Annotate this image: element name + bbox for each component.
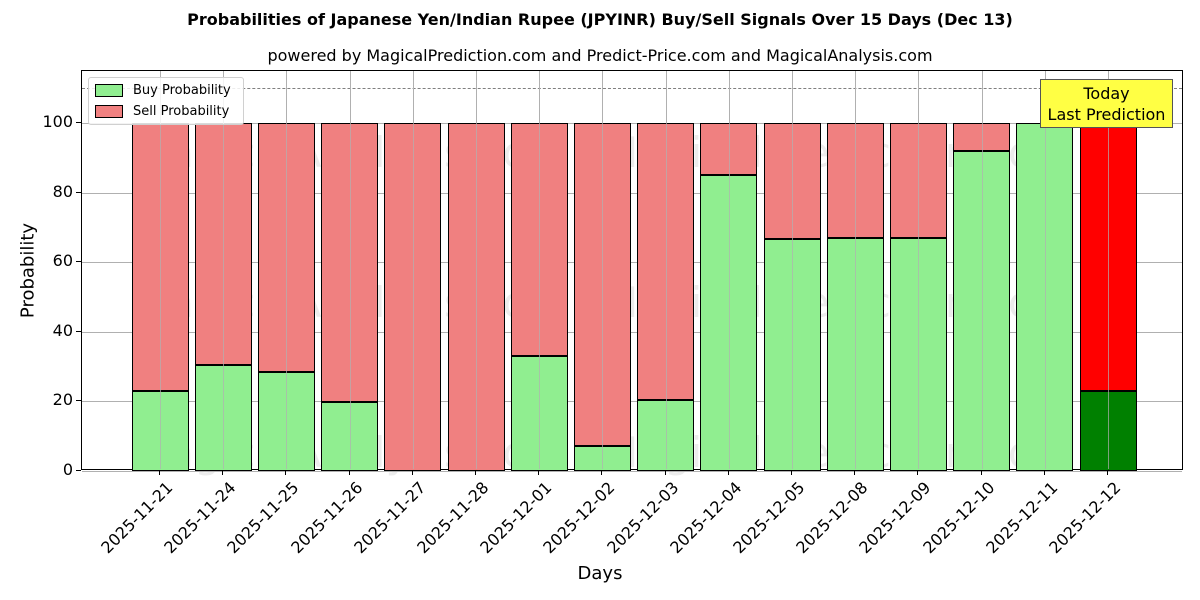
x-tick-mark <box>411 470 413 475</box>
x-tick-mark <box>664 470 666 475</box>
gridline-vertical <box>728 71 730 469</box>
x-tick-mark <box>980 470 982 475</box>
sell-swatch-icon <box>95 104 123 118</box>
y-tick-mark <box>76 330 81 332</box>
gridline-horizontal <box>82 331 1182 333</box>
gridline-horizontal <box>82 401 1182 403</box>
x-tick-mark <box>854 470 856 475</box>
legend: Buy Probability Sell Probability <box>88 77 244 125</box>
gridline-vertical <box>223 71 225 469</box>
gridline-vertical <box>665 71 667 469</box>
y-tick-label: 20 <box>52 390 73 410</box>
gridline-horizontal <box>82 123 1182 125</box>
today-annotation: Today Last Prediction <box>1040 79 1173 128</box>
gridline-vertical <box>1108 71 1109 469</box>
gridline-vertical <box>476 71 477 469</box>
gridline-horizontal <box>82 262 1182 264</box>
gridline-vertical <box>349 71 351 469</box>
legend-item-sell: Sell Probability <box>95 103 229 119</box>
gridline-vertical <box>602 71 604 469</box>
x-tick-mark <box>285 470 287 475</box>
gridline-vertical <box>981 71 983 469</box>
gridline-vertical <box>792 71 793 469</box>
gridline-horizontal <box>82 471 1182 472</box>
reference-line <box>82 88 1182 90</box>
y-tick-mark <box>76 470 81 471</box>
x-tick-mark <box>1107 470 1108 475</box>
y-tick-mark <box>76 122 81 124</box>
gridline-vertical <box>539 71 541 469</box>
legend-item-buy: Buy Probability <box>95 82 231 98</box>
x-tick-mark <box>601 470 603 475</box>
gridline-vertical <box>286 71 288 469</box>
y-tick-mark <box>76 191 81 193</box>
x-tick-mark <box>475 470 476 475</box>
x-tick-mark <box>159 470 160 475</box>
x-axis-title: Days <box>577 563 623 584</box>
y-tick-label: 0 <box>62 460 73 479</box>
y-tick-label: 60 <box>52 251 73 271</box>
legend-buy-label: Buy Probability <box>133 82 231 98</box>
y-tick-label: 80 <box>52 181 73 201</box>
x-tick-mark <box>222 470 224 475</box>
gridline-vertical <box>160 71 161 469</box>
plot-area: MagicalAnalysis.comMagicalPrediction.com… <box>81 70 1183 477</box>
annotation-line-1: Today <box>1083 84 1130 103</box>
y-tick-label: 40 <box>52 320 73 340</box>
y-axis-title: Probability <box>17 222 39 319</box>
chart-subtitle: powered by MagicalPrediction.com and Pre… <box>267 46 933 65</box>
gridline-horizontal <box>82 192 1182 194</box>
gridline-vertical <box>918 71 920 469</box>
x-tick-mark <box>727 470 729 475</box>
x-tick-mark <box>917 470 919 475</box>
x-tick-mark <box>348 470 350 475</box>
gridline-vertical <box>412 71 414 469</box>
y-tick-mark <box>76 400 81 402</box>
y-tick-label: 100 <box>42 112 73 132</box>
x-tick-mark <box>538 470 540 475</box>
gridline-vertical <box>855 71 857 469</box>
gridline-vertical <box>1044 71 1046 469</box>
chart-title: Probabilities of Japanese Yen/Indian Rup… <box>187 10 1013 29</box>
annotation-line-2: Last Prediction <box>1047 105 1166 124</box>
y-tick-mark <box>76 261 81 263</box>
x-tick-mark <box>1043 470 1045 475</box>
x-tick-mark <box>791 470 792 475</box>
buy-swatch-icon <box>95 83 123 97</box>
legend-sell-label: Sell Probability <box>133 103 230 119</box>
